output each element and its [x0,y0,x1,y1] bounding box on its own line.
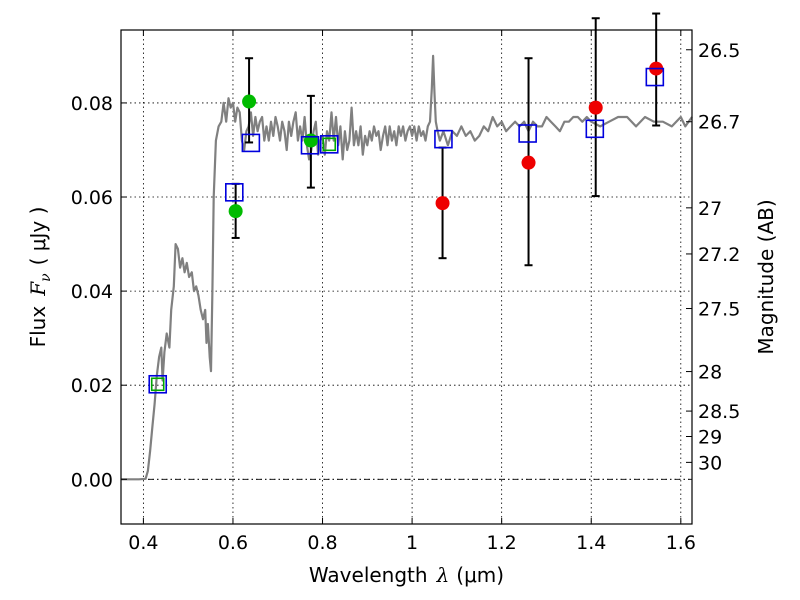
model-photometry-square [319,135,339,154]
observed-green-point [303,133,318,148]
y2-tick-label: 28.5 [698,401,740,423]
x-tick-label: 0.6 [218,532,248,554]
y-tick-label: 0.08 [71,93,113,115]
y-tick-label: 0.06 [71,187,113,209]
observed-green-point [242,94,257,109]
model-photometry-square [518,124,537,143]
observed-red-point [521,155,536,170]
model-photometry-square [148,374,168,394]
y-axis-label-symbol: F [26,281,50,297]
y-axis-label-unit: ( μJy ) [26,207,50,266]
y-tick-label: 0.00 [71,469,113,491]
x-axis-label-text: Wavelength [309,563,428,587]
x-tick-label: 1.4 [576,532,606,554]
y2-tick-label: 27.2 [698,244,740,266]
x-tick-label: 0.8 [307,532,337,554]
plot-frame [120,29,693,525]
x-tick-label: 0.4 [128,532,158,554]
y2-tick-label: 26.7 [698,112,740,134]
y-axis-label-text: Flux [26,306,50,348]
x-tick-label: 1 [406,532,418,554]
model-photometry-inner-square [322,137,337,152]
marker-layer [148,61,665,394]
model-photometry-square [300,135,320,155]
model-spectrum-layer [121,54,693,481]
x-axis-label-symbol: λ [436,563,450,587]
y-axis-label: Flux Fν ( μJy ) [26,207,54,348]
model-photometry-inner-square [150,377,165,392]
observed-red-point [435,196,450,211]
secondary-y-axis-label: Magnitude (AB) [754,199,778,354]
y2-tick-label: 27 [698,198,722,220]
model-spectrum-line [121,54,693,481]
observed-green-point [228,204,243,219]
y2-tick-label: 30 [698,452,722,474]
y2-tick-label: 29 [698,426,722,448]
model-photometry-square [434,129,453,149]
y-tick-label: 0.04 [71,281,113,303]
model-photometry-square [585,119,605,139]
y2-tick-label: 26.5 [698,40,740,62]
model-photometry-square [225,183,244,202]
model-photometry-square [241,133,261,153]
x-axis-label: Wavelength λ (μm) [309,563,504,587]
y2-tick-label: 27.5 [698,299,740,321]
observed-red-point [588,100,603,115]
model-photometry-square [645,67,665,87]
y2-tick-label: 28 [698,362,722,384]
x-tick-label: 1.6 [666,532,696,554]
ticks: 0.4 0.6 0.8 1 1.2 1.4 1.6 0.00 0.02 0.04 0.06 0.08 2… [71,30,740,554]
x-axis-label-unit: (μm) [456,563,504,587]
y-tick-label: 0.02 [71,375,113,397]
y-axis-label-subscript: ν [38,273,54,282]
x-tick-label: 1.2 [487,532,517,554]
